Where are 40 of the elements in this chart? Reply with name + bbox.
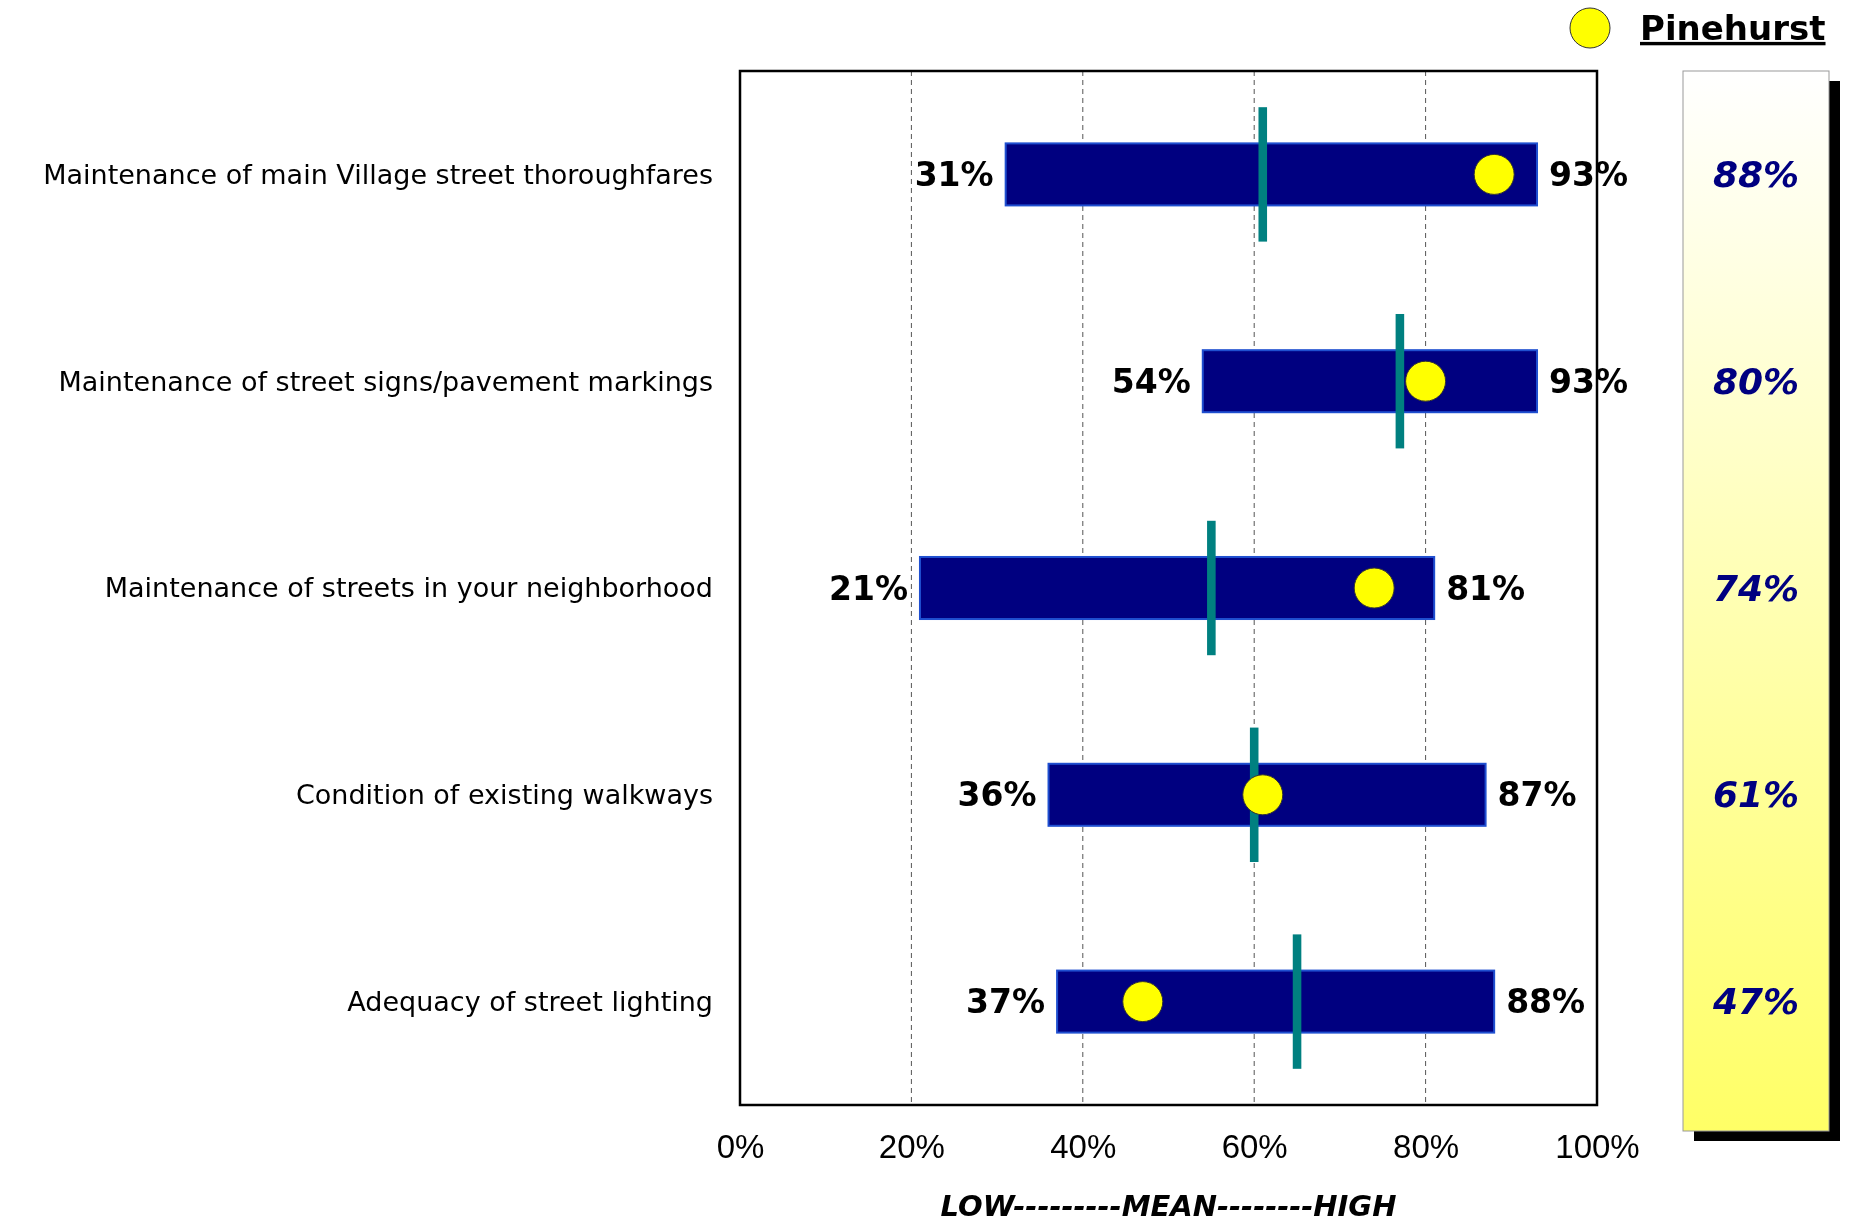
y-tick-label: Adequacy of street lighting bbox=[347, 986, 713, 1018]
annotation: 36% bbox=[957, 775, 1037, 815]
x-tick-label: 60% bbox=[1221, 1128, 1288, 1166]
data-label: 61% bbox=[1712, 774, 1800, 816]
annotation: 31% bbox=[914, 154, 994, 194]
annotation: 21% bbox=[828, 568, 908, 608]
bar bbox=[1258, 107, 1268, 242]
x-axis-title: LOW---------MEAN--------HIGH bbox=[940, 1189, 1397, 1222]
point bbox=[1353, 567, 1395, 609]
y-tick-label: Maintenance of main Village street thoroughfares bbox=[43, 158, 713, 190]
bar bbox=[1201, 349, 1539, 414]
y-tick-label: Condition of existing walkways bbox=[295, 779, 713, 811]
legend-label: Pinehurst bbox=[1640, 7, 1826, 48]
bar bbox=[1395, 313, 1405, 449]
bar bbox=[1292, 934, 1302, 1069]
data-label: 80% bbox=[1712, 360, 1800, 402]
data-label: 87% bbox=[1497, 775, 1577, 815]
data-label: 88% bbox=[1712, 154, 1800, 195]
data-label: 47% bbox=[1711, 981, 1800, 1023]
data-label: 88% bbox=[1506, 982, 1586, 1022]
bar bbox=[1004, 142, 1539, 207]
x-tick-label: 100% bbox=[1555, 1128, 1640, 1166]
y-tick-label: Maintenance of streets in your neighborhood bbox=[104, 572, 713, 604]
bar bbox=[1207, 520, 1216, 656]
data-label: 74% bbox=[1712, 567, 1800, 609]
y-tick-label: Maintenance of street signs/pavement markings bbox=[58, 365, 713, 397]
x-tick-label: 0% bbox=[716, 1128, 765, 1166]
data-label: 81% bbox=[1446, 568, 1526, 608]
point bbox=[1122, 981, 1164, 1023]
point bbox=[1473, 153, 1515, 195]
x-tick-label: 80% bbox=[1393, 1128, 1460, 1166]
x-tick-label: 20% bbox=[878, 1128, 945, 1166]
bar bbox=[918, 555, 1436, 621]
bar bbox=[1056, 969, 1496, 1034]
point bbox=[1242, 774, 1284, 816]
annotation: 37% bbox=[966, 982, 1046, 1022]
annotation: 54% bbox=[1111, 361, 1191, 401]
point bbox=[1405, 360, 1447, 402]
x-tick-label: 40% bbox=[1050, 1128, 1117, 1166]
bar bbox=[1047, 762, 1487, 827]
